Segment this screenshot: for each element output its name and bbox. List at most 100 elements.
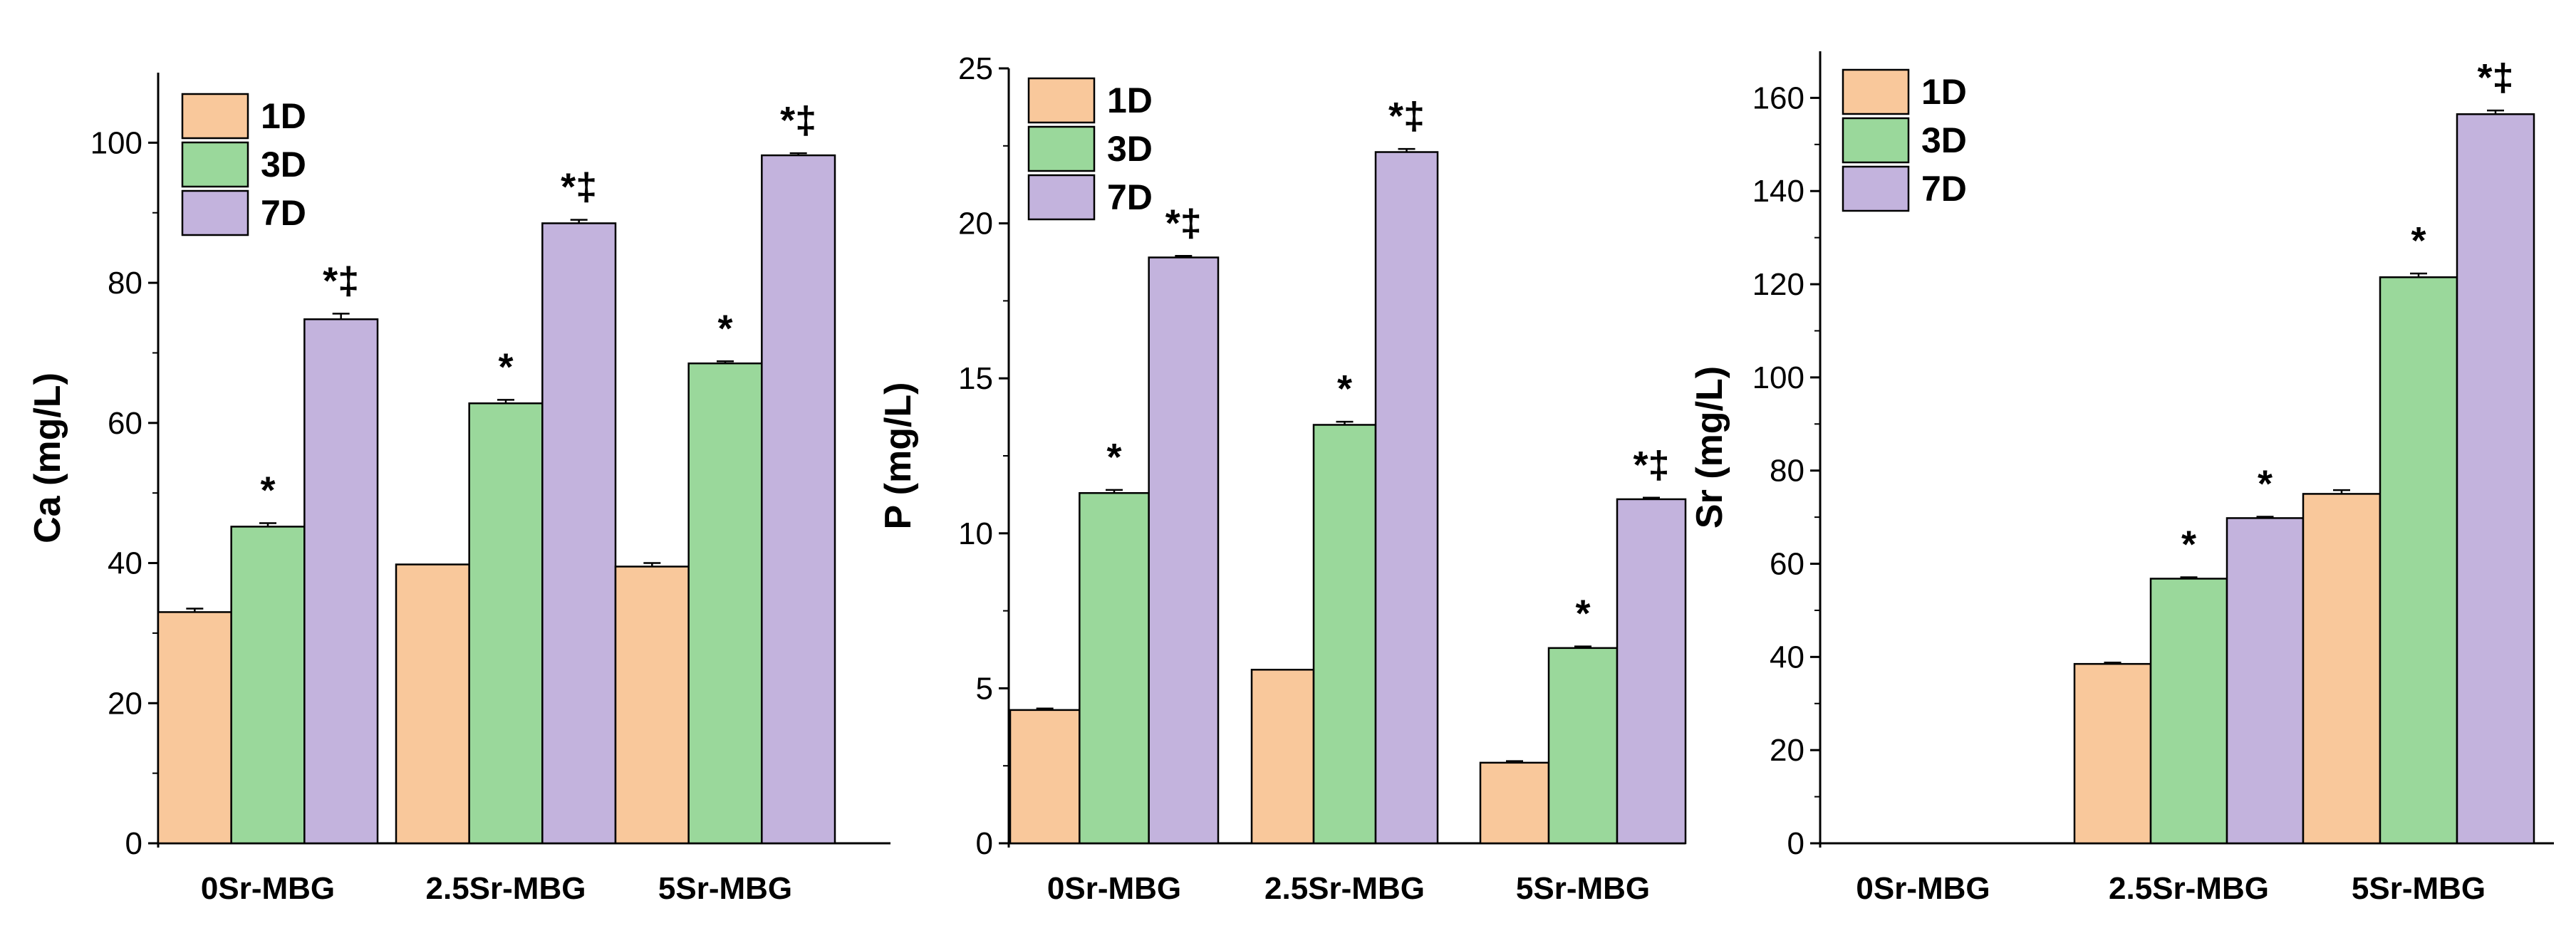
category-label: 0Sr-MBG: [1856, 871, 1990, 906]
y-tick-label: 0: [1787, 826, 1804, 861]
bar-7D-0Sr-MBG: [1148, 256, 1220, 845]
significance-label: *: [2411, 219, 2426, 262]
legend-label-1D: 1D: [261, 96, 306, 136]
legend-label-7D: 7D: [261, 193, 306, 233]
y-tick-label: 60: [108, 406, 142, 441]
bar-1D-0Sr-MBG: [157, 611, 232, 845]
legend-swatch-3D: [181, 141, 249, 188]
bar-3D-2.5Sr-MBG: [468, 402, 544, 845]
bar-7D-0Sr-MBG: [303, 318, 379, 845]
y-tick-label: 100: [1752, 360, 1804, 395]
bars: * * * *‡: [2073, 56, 2535, 845]
bar-3D-5Sr-MBG: [2379, 276, 2458, 845]
category-labels: 0Sr-MBG 2.5Sr-MBG 5Sr-MBG: [1047, 871, 1650, 906]
panel-sr: Sr (mg/L) 0 20 40 60 80 100 120 140 160 * * * *‡ 0S…: [1689, 51, 2554, 906]
legend-swatch-3D: [1027, 125, 1096, 172]
significance-label: *‡: [1388, 95, 1425, 137]
bar-7D-5Sr-MBG: [761, 154, 836, 845]
bar-1D-2.5Sr-MBG: [395, 563, 470, 845]
category-label: 2.5Sr-MBG: [426, 871, 586, 906]
bar-1D-5Sr-MBG: [1479, 761, 1550, 845]
bar-3D-2.5Sr-MBG: [1312, 424, 1377, 845]
y-tick-label: 20: [108, 686, 142, 721]
legend: 1D 3D 7D: [1027, 77, 1153, 221]
y-tick-label: 5: [976, 671, 993, 706]
bar-7D-2.5Sr-MBG: [2226, 517, 2305, 845]
significance-label: *‡: [1165, 202, 1202, 244]
significance-label: *‡: [2477, 56, 2513, 99]
y-tick-label: 80: [108, 266, 142, 301]
category-label: 5Sr-MBG: [2352, 871, 2486, 906]
y-tick-label: 20: [1770, 733, 1804, 768]
y-axis-title: Sr (mg/L): [1689, 366, 1730, 528]
category-label: 2.5Sr-MBG: [2109, 871, 2269, 906]
bar-3D-5Sr-MBG: [687, 362, 763, 845]
bar-7D-2.5Sr-MBG: [1374, 151, 1439, 845]
bar-3D-0Sr-MBG: [230, 526, 306, 845]
bar-7D-5Sr-MBG: [2456, 113, 2535, 845]
legend-swatch-3D: [1842, 117, 1910, 164]
bars: * *‡ * *‡ * *‡: [157, 99, 836, 845]
y-tick-label: 20: [958, 207, 993, 241]
significance-label: *: [260, 469, 275, 511]
bar-7D-2.5Sr-MBG: [541, 222, 617, 845]
y-axis-title: Ca (mg/L): [27, 372, 68, 543]
legend-label-7D: 7D: [1107, 177, 1153, 217]
y-tick-label: 60: [1770, 547, 1804, 582]
significance-label: *: [2181, 523, 2196, 566]
legend-label-1D: 1D: [1921, 72, 1967, 112]
category-label: 0Sr-MBG: [1047, 871, 1181, 906]
y-tick-label: 10: [958, 516, 993, 551]
y-tick-label: 120: [1752, 267, 1804, 302]
bar-3D-5Sr-MBG: [1547, 647, 1619, 845]
y-tick-label: 0: [976, 826, 993, 861]
significance-label: *‡: [323, 259, 359, 302]
significance-label: *: [717, 307, 732, 350]
significance-label: *: [2258, 462, 2273, 505]
bar-7D-5Sr-MBG: [1616, 498, 1687, 845]
significance-label: *: [1575, 593, 1590, 635]
y-tick-label: 25: [958, 51, 993, 86]
legend: 1D 3D 7D: [1842, 68, 1967, 212]
y-tick-label: 0: [125, 826, 142, 861]
y-ticks: 0 20 40 60 80 100: [90, 125, 158, 861]
y-tick-label: 100: [90, 125, 142, 160]
significance-label: *‡: [780, 99, 816, 142]
legend: 1D 3D 7D: [181, 93, 306, 236]
bar-1D-2.5Sr-MBG: [2073, 662, 2152, 845]
panel-p: P (mg/L) 0 5 10 15 20 25 * *‡ * *‡ * *‡ 0Sr-MBG 2.5…: [878, 51, 1687, 906]
legend-label-7D: 7D: [1921, 169, 1967, 209]
y-tick-label: 40: [1770, 640, 1804, 674]
significance-label: *‡: [561, 166, 597, 209]
legend-swatch-7D: [1842, 165, 1910, 212]
y-tick-label: 140: [1752, 174, 1804, 209]
category-labels: 0Sr-MBG 2.5Sr-MBG 5Sr-MBG: [201, 871, 792, 906]
y-tick-label: 15: [958, 361, 993, 396]
bar-3D-2.5Sr-MBG: [2149, 578, 2228, 845]
significance-label: *‡: [1633, 444, 1669, 486]
category-label: 0Sr-MBG: [201, 871, 335, 906]
y-ticks: 0 20 40 60 80 100 120 140 160: [1752, 80, 1820, 861]
legend-label-1D: 1D: [1107, 80, 1153, 120]
bar-3D-0Sr-MBG: [1079, 491, 1150, 845]
bar-1D-0Sr-MBG: [1009, 709, 1081, 845]
legend-label-3D: 3D: [1107, 129, 1153, 169]
legend-swatch-1D: [1842, 68, 1910, 115]
y-axis-title: P (mg/L): [878, 382, 919, 529]
legend-swatch-7D: [181, 189, 249, 236]
bar-1D-5Sr-MBG: [2302, 493, 2382, 845]
panel-ca: Ca (mg/L) 0 20 40 60 80 100 * *‡ * *‡ * *‡ 0Sr-MBG…: [27, 73, 890, 906]
bar-1D-2.5Sr-MBG: [1250, 669, 1315, 845]
legend-label-3D: 3D: [1921, 120, 1967, 160]
y-ticks: 0 5 10 15 20 25: [958, 51, 1009, 861]
bars: * *‡ * *‡ * *‡: [1009, 95, 1687, 845]
significance-label: *: [498, 345, 513, 388]
category-labels: 0Sr-MBG 2.5Sr-MBG 5Sr-MBG: [1856, 871, 2486, 906]
legend-swatch-1D: [1027, 77, 1096, 124]
significance-label: *: [1106, 436, 1121, 479]
significance-label: *: [1337, 368, 1352, 410]
y-tick-label: 80: [1770, 454, 1804, 489]
legend-swatch-7D: [1027, 174, 1096, 221]
y-tick-label: 160: [1752, 80, 1804, 115]
